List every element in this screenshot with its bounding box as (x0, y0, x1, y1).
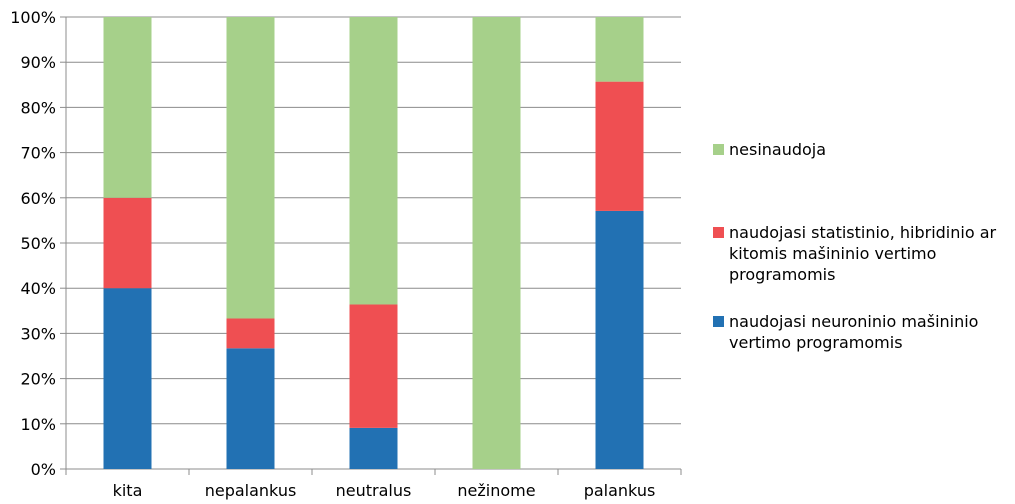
x-tick-label: nepalankus (205, 481, 297, 500)
y-tick-label: 100% (10, 8, 56, 27)
legend-label-statistinio: naudojasi statistinio, hibridinio ar kit… (729, 223, 997, 284)
bar-segment-2 (472, 17, 521, 469)
legend-label-neuroninio: naudojasi neuroninio mašininio vertimo p… (729, 312, 979, 352)
bar-segment-0 (103, 288, 152, 469)
bar-segment-0 (349, 427, 398, 469)
y-tick-label: 0% (31, 460, 56, 479)
legend-item-neuroninio: naudojasi neuroninio mašininio vertimo p… (713, 311, 1015, 353)
bar-segment-1 (226, 318, 275, 349)
bar-segment-2 (103, 17, 152, 198)
legend-swatch-nesinaudoja (713, 144, 724, 155)
bar-segment-2 (226, 17, 275, 319)
legend-swatch-neuroninio (713, 316, 724, 327)
x-tick-label: nežinome (457, 481, 535, 500)
legend-item-statistinio: naudojasi statistinio, hibridinio ar kit… (713, 222, 1015, 285)
y-tick-label: 10% (20, 415, 56, 434)
y-tick-label: 30% (20, 324, 56, 343)
bar-segment-0 (226, 348, 275, 469)
y-tick-label: 60% (20, 189, 56, 208)
bar-segment-1 (103, 197, 152, 289)
legend-item-nesinaudoja: nesinaudoja (713, 139, 1015, 160)
y-tick-label: 40% (20, 279, 56, 298)
bar-segment-2 (349, 17, 398, 305)
bar-segment-1 (349, 304, 398, 428)
y-tick-label: 90% (20, 53, 56, 72)
bar-segment-2 (595, 17, 644, 82)
bar-segment-0 (595, 210, 644, 469)
x-tick-label: kita (113, 481, 143, 500)
y-tick-label: 20% (20, 370, 56, 389)
y-tick-label: 50% (20, 234, 56, 253)
bar-segment-1 (595, 81, 644, 211)
y-tick-label: 70% (20, 144, 56, 163)
x-tick-label: palankus (584, 481, 656, 500)
x-tick-label: neutralus (336, 481, 412, 500)
y-tick-label: 80% (20, 98, 56, 117)
legend-swatch-statistinio (713, 227, 724, 238)
legend-label-nesinaudoja: nesinaudoja (729, 140, 827, 159)
